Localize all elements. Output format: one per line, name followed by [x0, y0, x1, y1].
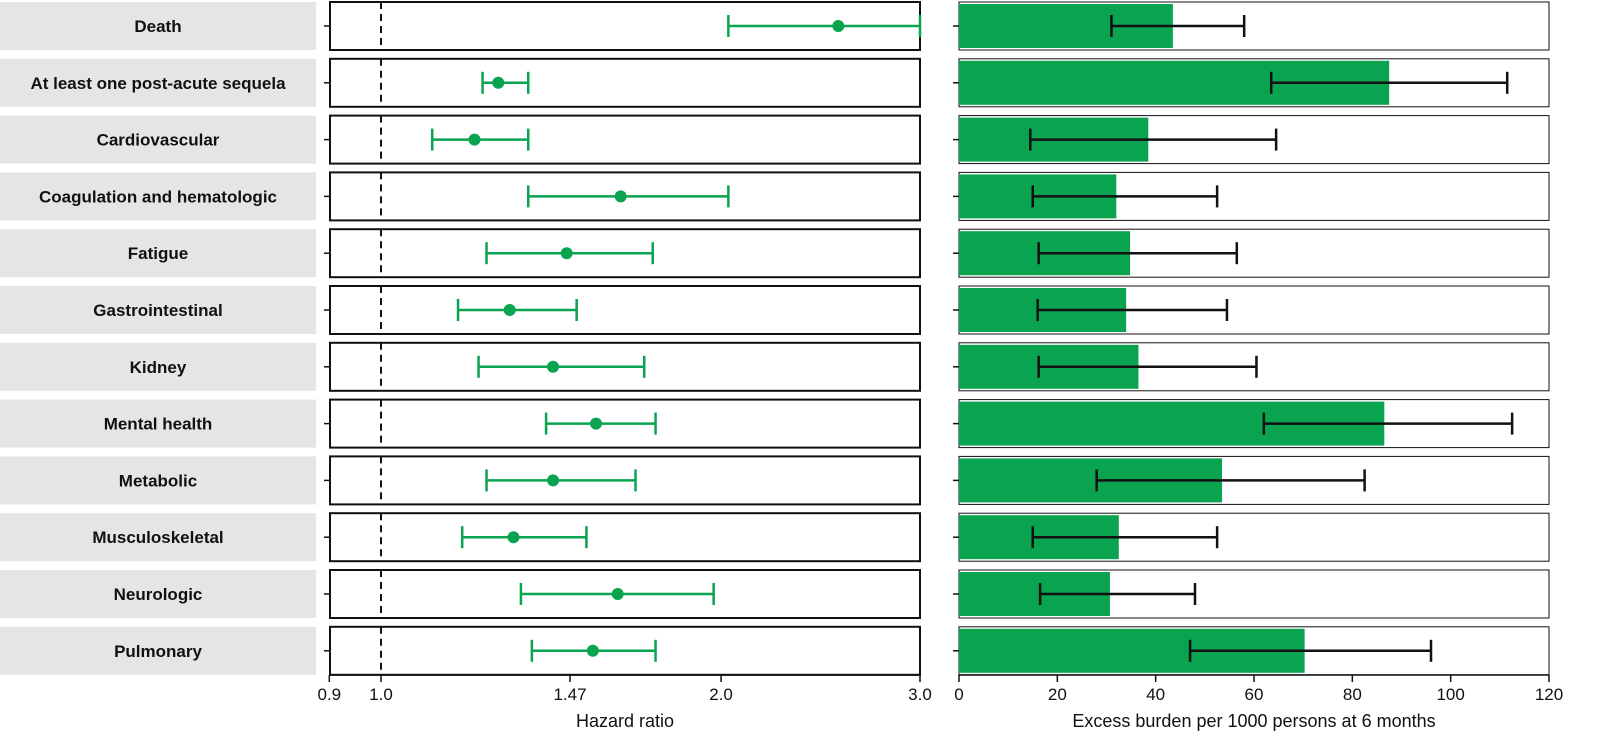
chart-row: Mental health — [0, 398, 1550, 449]
chart-row: Gastrointestinal — [0, 285, 1550, 335]
forest-panel — [329, 57, 921, 108]
chart-row: Coagulation and hematologic — [0, 171, 1550, 222]
forest-panel — [329, 285, 921, 335]
row-label-bg — [0, 399, 316, 448]
row-label-bg — [0, 172, 316, 221]
chart-row: Fatigue — [0, 228, 1550, 279]
row-label: Fatigue — [128, 244, 188, 263]
row-label-bg — [0, 456, 316, 505]
hazard-ratio-point — [560, 247, 573, 260]
chart-row: Death — [0, 1, 1550, 51]
row-label-bg — [0, 2, 316, 50]
excess-burden-tick-label: 20 — [1048, 685, 1067, 704]
row-label-bg — [0, 58, 316, 107]
row-label-bg — [0, 570, 316, 618]
hazard-ratio-point — [832, 20, 845, 32]
row-label: Mental health — [104, 415, 213, 434]
chart-row: Metabolic — [0, 455, 1550, 506]
row-label: Cardiovascular — [97, 131, 220, 150]
row-label: Kidney — [130, 358, 187, 377]
row-label: Pulmonary — [114, 642, 202, 661]
chart-row: At least one post-acute sequela — [0, 57, 1550, 108]
row-label-bg — [0, 513, 316, 562]
excess-burden-tick-label: 0 — [954, 685, 963, 704]
hazard-ratio-point — [547, 360, 560, 373]
excess-burden-tick-label: 80 — [1343, 685, 1362, 704]
excess-burden-axis: 0 20 40 60 80 100 120 Excess burden per 1000 pe… — [954, 674, 1563, 731]
row-label: At least one post-acute sequela — [30, 74, 286, 93]
hazard-ratio-point — [611, 588, 624, 600]
row-label-bg — [0, 626, 316, 675]
chart-row: Neurologic — [0, 569, 1550, 619]
hazard-ratio-axis-title: Hazard ratio — [576, 711, 674, 731]
hazard-ratio-point — [614, 190, 627, 203]
hazard-ratio-tick-label: 1.0 — [369, 685, 393, 704]
row-label-bg — [0, 229, 316, 278]
hazard-ratio-point — [503, 304, 516, 316]
row-label: Death — [134, 17, 181, 36]
hazard-ratio-point — [468, 133, 481, 146]
hazard-ratio-point — [547, 474, 560, 487]
excess-burden-tick-label: 60 — [1245, 685, 1264, 704]
row-label: Neurologic — [114, 585, 203, 604]
excess-burden-tick-label: 120 — [1535, 685, 1563, 704]
forest-panel — [329, 171, 921, 222]
row-label: Metabolic — [119, 471, 197, 490]
hazard-ratio-tick-label: 1.47 — [553, 685, 586, 704]
forest-panel — [329, 512, 921, 563]
hazard-ratio-point — [492, 76, 505, 89]
chart-row: Cardiovascular — [0, 114, 1550, 165]
row-label: Coagulation and hematologic — [39, 187, 277, 206]
hazard-ratio-tick-label: 0.9 — [317, 685, 341, 704]
hazard-ratio-tick-label: 2.0 — [709, 685, 733, 704]
hazard-ratio-tick-label: 3.0 — [908, 685, 932, 704]
chart-row: Musculoskeletal — [0, 512, 1550, 563]
excess-burden-axis-title: Excess burden per 1000 persons at 6 mont… — [1072, 711, 1435, 731]
hazard-ratio-point — [590, 417, 603, 430]
forest-panel — [329, 114, 921, 165]
excess-burden-tick-label: 100 — [1436, 685, 1464, 704]
hazard-ratio-point — [586, 644, 599, 657]
row-label-bg — [0, 342, 316, 391]
chart-rows: Death At least one post-acute sequela Card… — [0, 1, 1550, 676]
chart-row: Pulmonary — [0, 625, 1550, 676]
row-label-bg — [0, 115, 316, 164]
row-label-bg — [0, 286, 316, 334]
hazard-ratio-axis: 0.9 1.0 1.47 2.0 3.0 Hazard ratio — [317, 674, 932, 731]
chart-row: Kidney — [0, 341, 1550, 392]
excess-burden-tick-label: 40 — [1146, 685, 1165, 704]
row-label: Gastrointestinal — [93, 301, 222, 320]
row-label: Musculoskeletal — [92, 528, 223, 547]
hazard-ratio-point — [507, 531, 520, 544]
